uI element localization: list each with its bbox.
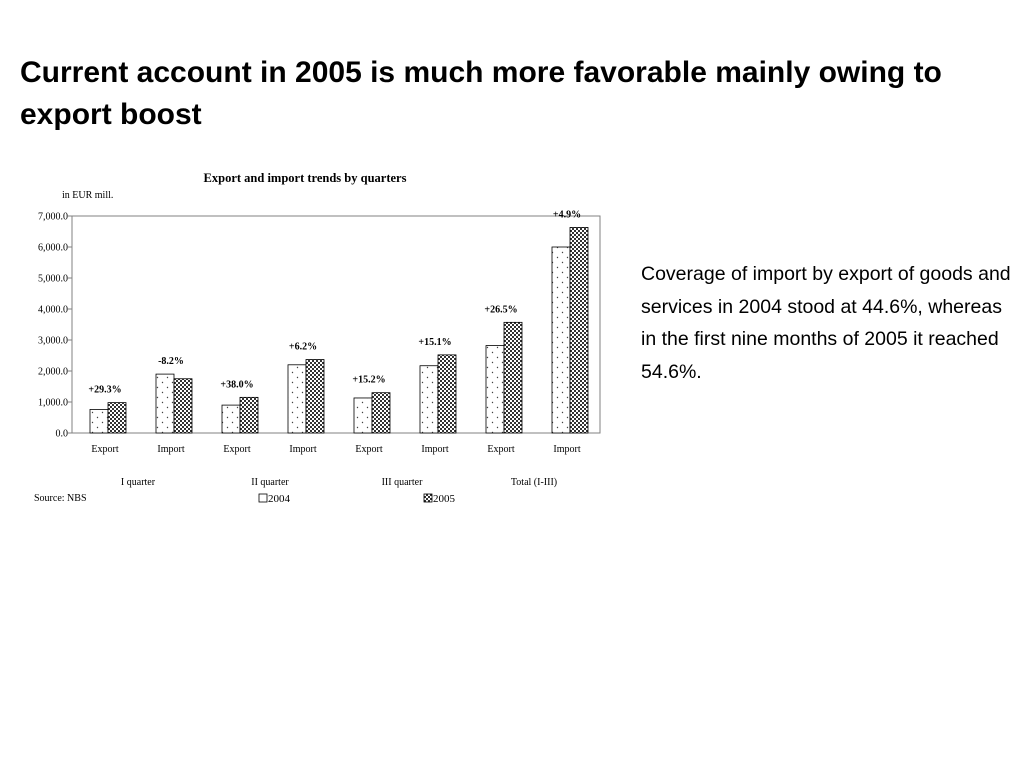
category-label: Export [91, 444, 118, 455]
change-label: +26.5% [484, 304, 517, 315]
change-label: +29.3% [88, 385, 121, 396]
category-labels: Export Import Export Import Export Import Expo… [91, 444, 580, 455]
unit-label: in EUR mill. [62, 190, 113, 201]
group-label: II quarter [251, 477, 289, 488]
legend-label-2004: 2004 [268, 493, 291, 505]
change-label: +38.0% [220, 379, 253, 390]
body-text: Coverage of import by export of goods an… [641, 263, 1011, 383]
bar-2004-3 [287, 364, 307, 434]
y-tick-label: 0.0 [56, 429, 69, 440]
slide-title: Current account in 2005 is much more fav… [20, 56, 942, 131]
change-label: +4.9% [553, 209, 581, 220]
category-label: Import [553, 444, 580, 455]
bar-2004-5 [419, 365, 439, 434]
legend-swatch-2005 [423, 493, 433, 503]
bar-2004-6 [485, 345, 505, 434]
y-tick-label: 4,000.0 [38, 305, 68, 316]
export-import-chart: Export and import trends by quarters in … [34, 171, 601, 505]
category-label: Import [421, 444, 448, 455]
y-tick-label: 5,000.0 [38, 274, 68, 285]
bar-2005-5 [437, 354, 457, 434]
bars-group: +29.3% -8.2% +38.0% +6.2% +15.2% +15.1% +26.5%… [88, 209, 589, 434]
y-tick-label: 7,000.0 [38, 212, 68, 223]
category-label: Export [223, 444, 250, 455]
bar-2004-7 [551, 246, 571, 434]
bar-2005-2 [239, 396, 259, 434]
group-label: III quarter [382, 477, 423, 488]
group-label: I quarter [121, 477, 156, 488]
bar-2005-1 [173, 378, 193, 434]
y-tick-label: 3,000.0 [38, 336, 68, 347]
bar-2004-2 [221, 404, 241, 434]
chart-title: Export and import trends by quarters [204, 171, 407, 185]
legend-swatch-2004 [258, 493, 268, 503]
plot-area [71, 215, 601, 434]
change-label: +15.2% [352, 375, 385, 386]
change-label: +15.1% [418, 337, 451, 348]
legend: 2004 2005 [258, 493, 456, 505]
bar-2004-4 [353, 397, 373, 434]
bar-2005-4 [371, 392, 391, 434]
category-label: Export [355, 444, 382, 455]
category-label: Import [157, 444, 184, 455]
y-tick-label: 6,000.0 [38, 243, 68, 254]
y-tick-label: 1,000.0 [38, 398, 68, 409]
bar-2005-6 [503, 321, 523, 434]
category-label: Export [487, 444, 514, 455]
group-label: Total (I-III) [511, 477, 557, 488]
source-note: Source: NBS [34, 493, 87, 504]
group-labels: I quarter II quarter III quarter Total (I-I… [121, 477, 557, 488]
bar-2004-1 [155, 373, 175, 434]
change-label: -8.2% [158, 356, 184, 367]
change-label: +6.2% [289, 342, 317, 353]
y-axis: 0.0 1,000.0 2,000.0 3,000.0 4,000.0 5,000.0 6,… [38, 212, 72, 440]
y-tick-label: 2,000.0 [38, 367, 68, 378]
legend-label-2005: 2005 [433, 493, 456, 505]
bar-2005-3 [305, 359, 325, 434]
bar-2005-0 [107, 402, 127, 434]
bar-2004-0 [89, 409, 109, 434]
bar-2005-7 [569, 227, 589, 434]
category-label: Import [289, 444, 316, 455]
